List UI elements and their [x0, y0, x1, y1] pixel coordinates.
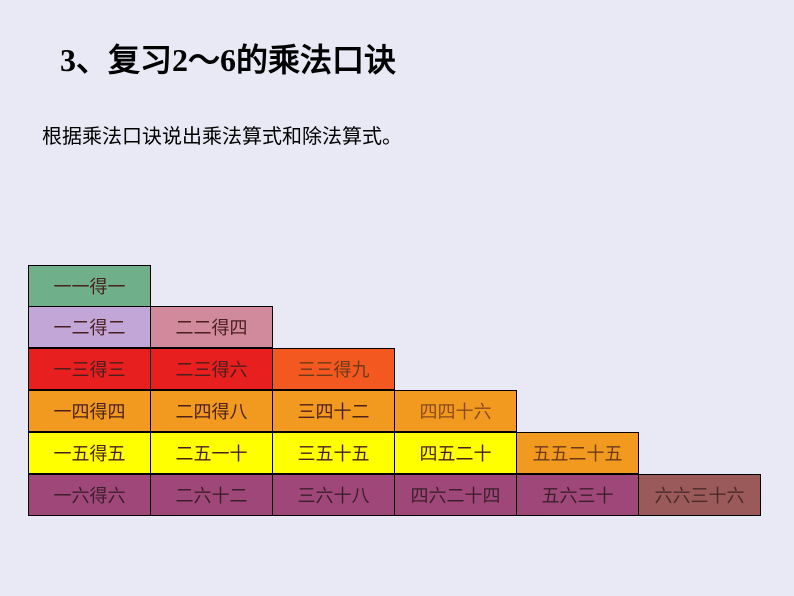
table-row: 一一得一	[28, 265, 761, 307]
multiplication-table: 一一得一一二得二二二得四一三得三二三得六三三得九一四得四二四得八三四十二四四十六…	[28, 265, 761, 517]
table-cell: 一四得四	[28, 390, 151, 432]
table-cell: 五五二十五	[516, 432, 639, 474]
table-row: 一四得四二四得八三四十二四四十六	[28, 391, 761, 433]
table-row: 一三得三二三得六三三得九	[28, 349, 761, 391]
table-cell: 二三得六	[150, 348, 273, 390]
table-cell: 五六三十	[516, 474, 639, 516]
page-title: 3、复习2～6的乘法口诀	[60, 35, 396, 81]
table-cell: 二四得八	[150, 390, 273, 432]
table-cell: 三四十二	[272, 390, 395, 432]
table-cell: 二五一十	[150, 432, 273, 474]
table-row: 一五得五二五一十三五十五四五二十五五二十五	[28, 433, 761, 475]
table-cell: 三五十五	[272, 432, 395, 474]
page-subtitle: 根据乘法口诀说出乘法算式和除法算式。	[42, 120, 402, 149]
table-cell: 三三得九	[272, 348, 395, 390]
table-cell: 一六得六	[28, 474, 151, 516]
table-cell: 二六十二	[150, 474, 273, 516]
table-row: 一六得六二六十二三六十八四六二十四五六三十六六三十六	[28, 475, 761, 517]
table-cell: 一一得一	[28, 265, 151, 307]
table-cell: 三六十八	[272, 474, 395, 516]
table-cell: 一二得二	[28, 306, 151, 348]
table-row: 一二得二二二得四	[28, 307, 761, 349]
table-cell: 一五得五	[28, 432, 151, 474]
table-cell: 一三得三	[28, 348, 151, 390]
table-cell: 四六二十四	[394, 474, 517, 516]
table-cell: 二二得四	[150, 306, 273, 348]
table-cell: 四四十六	[394, 390, 517, 432]
table-cell: 四五二十	[394, 432, 517, 474]
table-cell: 六六三十六	[638, 474, 761, 516]
